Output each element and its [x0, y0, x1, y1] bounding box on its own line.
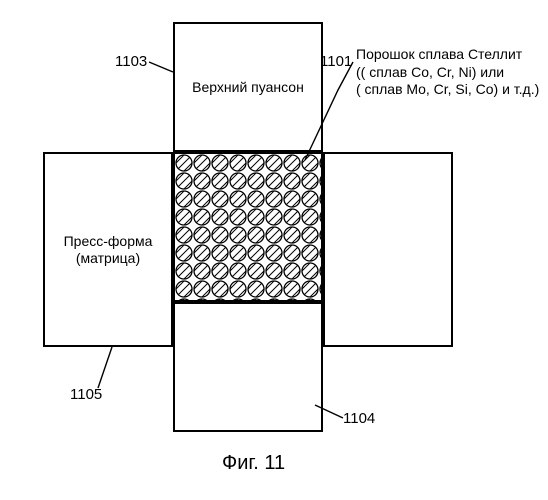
diagram-canvas: Верхний пуансон Пресс-форма (матрица): [0, 0, 548, 500]
leader-lines-icon: [0, 0, 548, 500]
figure-caption: Фиг. 11: [222, 452, 285, 475]
